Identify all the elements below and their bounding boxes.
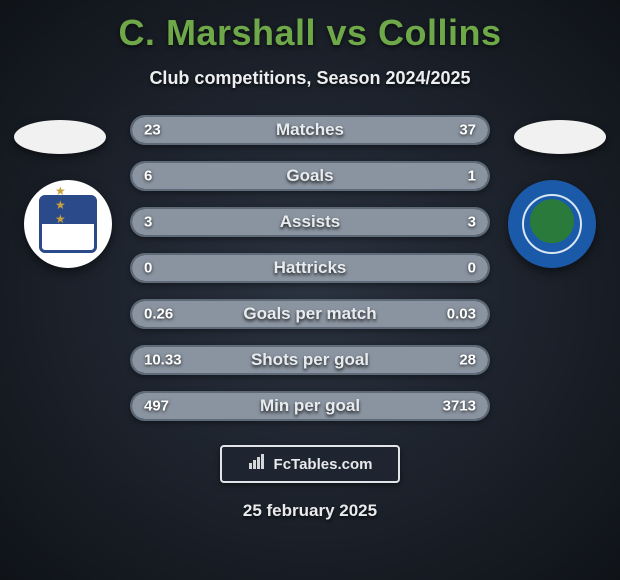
flag-left <box>14 120 106 154</box>
stat-value-right: 1 <box>468 168 476 185</box>
footer-date: 25 february 2025 <box>0 501 620 521</box>
stat-label: Goals <box>286 166 333 186</box>
footer-brand-text: FcTables.com <box>274 456 373 473</box>
stat-label: Matches <box>276 120 344 140</box>
stat-value-left: 10.33 <box>144 352 182 369</box>
stat-value-right: 0.03 <box>447 306 476 323</box>
stat-row: 3 3 Assists <box>130 207 490 237</box>
stat-value-left: 0.26 <box>144 306 173 323</box>
flag-right <box>514 120 606 154</box>
stat-label: Min per goal <box>260 396 360 416</box>
bar-fill-left <box>132 163 438 189</box>
stat-row: 23 37 Matches <box>130 115 490 145</box>
crest-shield-icon: ★ ★ ★ <box>39 195 97 253</box>
stat-value-right: 0 <box>468 260 476 277</box>
stats-container: 23 37 Matches 6 1 Goals 3 3 Assists 0 0 Hattricks 0.… <box>130 115 490 421</box>
page-title: C. Marshall vs Collins <box>0 0 620 54</box>
club-crest-right <box>508 180 596 268</box>
stat-value-left: 6 <box>144 168 152 185</box>
footer-brand[interactable]: FcTables.com <box>220 445 400 483</box>
stat-value-left: 23 <box>144 122 161 139</box>
subtitle: Club competitions, Season 2024/2025 <box>0 68 620 89</box>
stat-label: Goals per match <box>243 304 376 324</box>
stat-value-right: 3713 <box>443 398 476 415</box>
stat-label: Hattricks <box>274 258 347 278</box>
crest-roundel-icon <box>522 194 582 254</box>
stat-value-right: 28 <box>459 352 476 369</box>
stat-row: 10.33 28 Shots per goal <box>130 345 490 375</box>
stat-row: 0 0 Hattricks <box>130 253 490 283</box>
stat-row: 497 3713 Min per goal <box>130 391 490 421</box>
club-crest-left: ★ ★ ★ <box>24 180 112 268</box>
stat-value-left: 497 <box>144 398 169 415</box>
crest-stars-icon: ★ ★ ★ <box>55 184 81 226</box>
stat-value-left: 3 <box>144 214 152 231</box>
stat-row: 0.26 0.03 Goals per match <box>130 299 490 329</box>
stat-value-right: 37 <box>459 122 476 139</box>
stat-value-left: 0 <box>144 260 152 277</box>
chart-icon <box>248 454 268 475</box>
stat-label: Shots per goal <box>251 350 369 370</box>
stat-row: 6 1 Goals <box>130 161 490 191</box>
stat-value-right: 3 <box>468 214 476 231</box>
stat-label: Assists <box>280 212 340 232</box>
bar-fill-right <box>438 163 488 189</box>
